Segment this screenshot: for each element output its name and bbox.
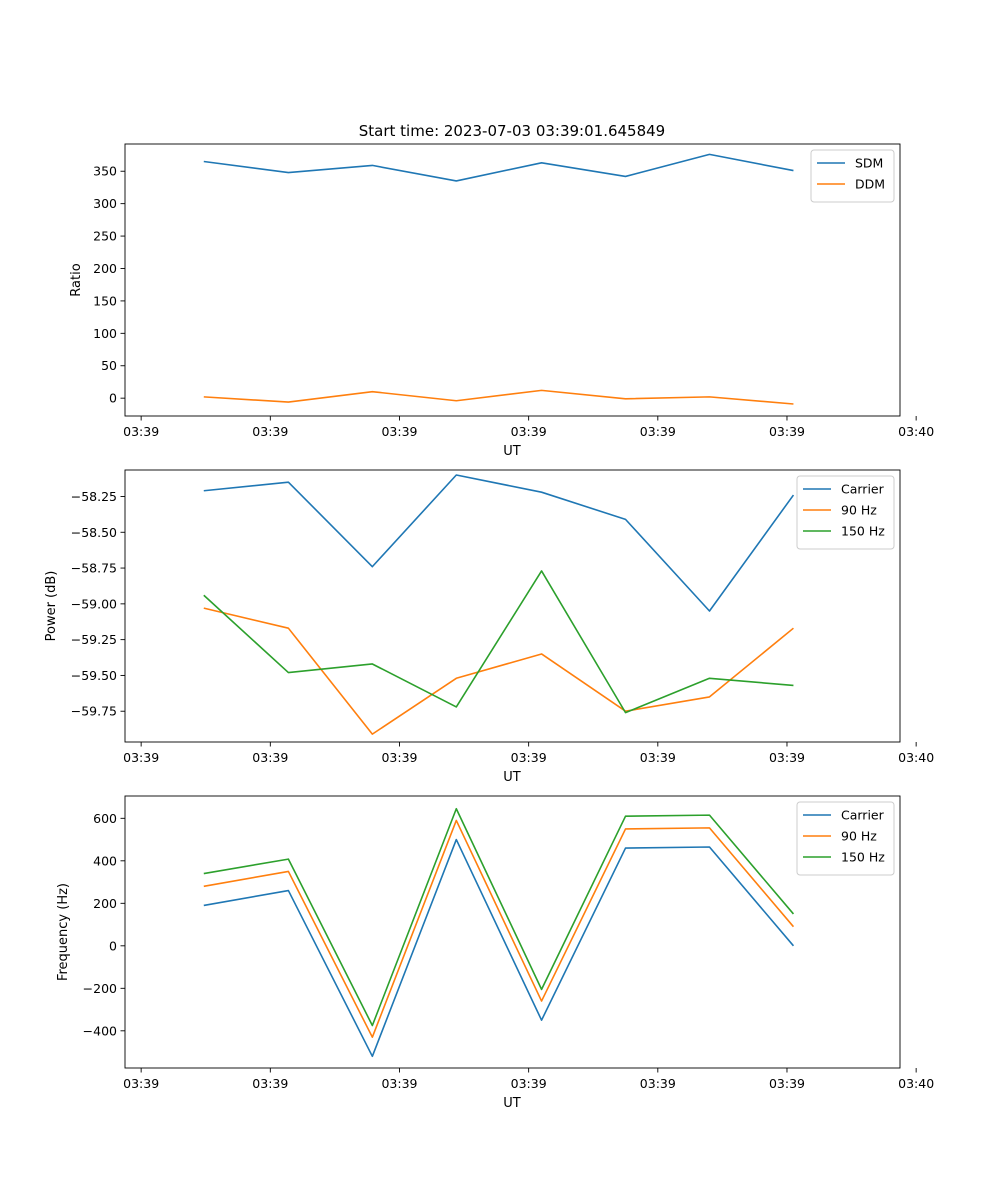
ratio-x-tick-label: 03:39 <box>769 424 805 439</box>
frequency-y-axis-label: Frequency (Hz) <box>56 883 71 981</box>
ratio-x-tick-label: 03:39 <box>640 424 676 439</box>
power-y-tick-label: −59.75 <box>71 704 117 719</box>
power-series-line-150hz <box>203 570 794 714</box>
ratio-series-line-sdm <box>203 153 794 182</box>
ratio-x-axis-label: UT <box>503 444 521 459</box>
frequency-axes-frame <box>124 795 901 1069</box>
power-x-tick-label: 03:40 <box>898 750 934 765</box>
ratio-legend-label-ddm: DDM <box>855 177 885 192</box>
power-chart-panel: 03:39 03:39 03:39 03:39 03:39 03:39 03:40 −59.7… <box>44 469 934 785</box>
ratio-x-tick-label: 03:39 <box>123 424 159 439</box>
ratio-x-tick-label: 03:39 <box>381 424 417 439</box>
frequency-y-tick-label: 600 <box>93 811 117 826</box>
ratio-y-tick-label: 50 <box>101 358 117 373</box>
frequency-x-tick-label: 03:39 <box>381 1076 417 1091</box>
frequency-series-line-carrier <box>203 838 795 1058</box>
ratio-x-tick-label: 03:39 <box>511 424 547 439</box>
power-y-tick-label: −58.25 <box>71 489 117 504</box>
frequency-legend-label-150hz: 150 Hz <box>841 850 885 865</box>
power-y-axis-label: Power (dB) <box>44 571 59 642</box>
ratio-y-tick-label: 150 <box>93 293 117 308</box>
power-y-tick-label: −58.75 <box>71 561 117 576</box>
frequency-x-tick-label: 03:39 <box>511 1076 547 1091</box>
power-y-tick-label: −59.00 <box>71 596 117 611</box>
power-x-tick-label: 03:39 <box>381 750 417 765</box>
frequency-legend-label-90hz: 90 Hz <box>841 829 877 844</box>
power-legend-label-150hz: 150 Hz <box>841 524 885 539</box>
power-x-axis-label: UT <box>503 770 521 785</box>
frequency-series-line-90hz <box>203 819 795 1038</box>
frequency-x-tick-label: 03:39 <box>769 1076 805 1091</box>
frequency-x-axis-label: UT <box>503 1096 521 1111</box>
ratio-y-tick-label: 0 <box>109 391 117 406</box>
power-series-line-90hz <box>203 607 794 735</box>
figure-title: Start time: 2023-07-03 03:39:01.645849 <box>359 122 665 140</box>
frequency-x-tick-label: 03:39 <box>640 1076 676 1091</box>
power-y-tick-label: −59.50 <box>71 668 117 683</box>
power-x-tick-label: 03:39 <box>640 750 676 765</box>
frequency-y-tick-label: 200 <box>93 896 117 911</box>
frequency-x-tick-label: 03:39 <box>123 1076 159 1091</box>
ratio-y-tick-label: 100 <box>93 326 117 341</box>
ratio-chart-panel: 03:39 03:39 03:39 03:39 03:39 03:39 03:40 0 50 10… <box>69 143 934 459</box>
frequency-legend-label-carrier: Carrier <box>841 808 885 823</box>
ratio-y-tick-label: 350 <box>93 164 117 179</box>
power-x-tick-label: 03:39 <box>511 750 547 765</box>
power-y-tick-label: −59.25 <box>71 632 117 647</box>
power-legend-label-90hz: 90 Hz <box>841 503 877 518</box>
ratio-y-tick-label: 300 <box>93 196 117 211</box>
frequency-x-tick-label: 03:40 <box>898 1076 934 1091</box>
ratio-y-tick-label: 250 <box>93 229 117 244</box>
ratio-y-tick-label: 200 <box>93 261 117 276</box>
ratio-x-tick-label: 03:40 <box>898 424 934 439</box>
ratio-legend-label-sdm: SDM <box>855 156 883 171</box>
frequency-series-line-150hz <box>203 807 795 1027</box>
frequency-y-tick-label: 400 <box>93 853 117 868</box>
power-legend-label-carrier: Carrier <box>841 482 885 497</box>
power-axes-frame <box>124 469 901 743</box>
frequency-x-tick-label: 03:39 <box>252 1076 288 1091</box>
power-x-tick-label: 03:39 <box>123 750 159 765</box>
frequency-y-tick-label: −400 <box>83 1023 117 1038</box>
ratio-series-line-ddm <box>203 389 794 405</box>
ratio-x-tick-label: 03:39 <box>252 424 288 439</box>
power-series-line-carrier <box>203 474 795 612</box>
frequency-y-tick-label: −200 <box>83 981 117 996</box>
power-x-tick-label: 03:39 <box>769 750 805 765</box>
ratio-y-axis-label: Ratio <box>69 263 84 296</box>
power-x-tick-label: 03:39 <box>252 750 288 765</box>
ratio-axes-frame <box>124 143 901 417</box>
power-y-tick-label: −58.50 <box>71 525 117 540</box>
frequency-y-tick-label: 0 <box>109 938 117 953</box>
frequency-chart-panel: 03:39 03:39 03:39 03:39 03:39 03:39 03:40 −400 −… <box>56 795 934 1111</box>
